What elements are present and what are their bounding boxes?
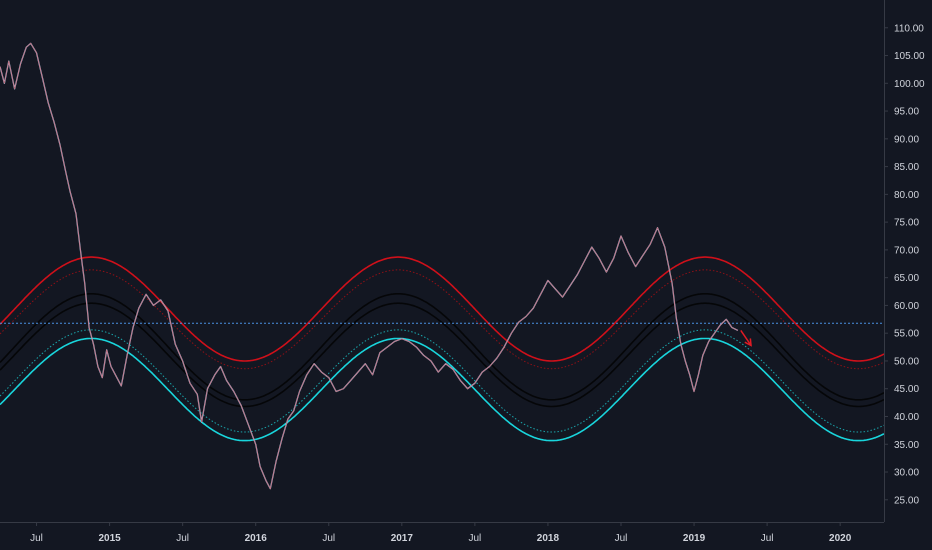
price-series [0,42,739,490]
arrow-shaft [740,329,752,346]
y-tick-label: 100.00 [894,79,925,90]
y-tick-label: 25.00 [894,495,919,506]
y-tick-label: 80.00 [894,190,919,201]
arrow-head [744,338,752,347]
y-tick-label: 90.00 [894,134,919,145]
y-tick-label: 30.00 [894,468,919,479]
y-tick-label: 105.00 [894,51,925,62]
y-tick-label: 60.00 [894,301,919,312]
y-tick-label: 40.00 [894,412,919,423]
y-tick-label: 85.00 [894,162,919,173]
cycle-band-line-4 [0,302,885,408]
x-tick-label: 2016 [245,533,268,544]
x-tick-label: Jul [30,533,43,544]
y-tick-label: 70.00 [894,245,919,256]
cycle-band-line-2 [0,269,885,370]
x-tick-label: 2015 [98,533,121,544]
x-tick-label: Jul [176,533,189,544]
projection-arrow [740,329,752,347]
y-axis[interactable]: 110.00 105.00 100.00 95.00 90.00 85.00 80.00 75… [884,23,925,506]
cycle-bands [0,256,885,442]
cycle-band-line-3 [0,293,885,401]
x-tick-label: 2020 [829,533,852,544]
x-tick-label: Jul [761,533,774,544]
y-tick-label: 50.00 [894,356,919,367]
y-tick-label: 110.00 [894,23,924,34]
y-tick-label: 65.00 [894,273,919,284]
x-axis[interactable]: Jul 2015 Jul 2016 Jul 2017 Jul 2018 Jul 2019 Jul 20… [30,522,852,544]
y-tick-label: 35.00 [894,440,919,451]
cycle-band-line-1 [0,256,885,362]
x-tick-label: Jul [615,533,628,544]
y-tick-label: 45.00 [894,384,919,395]
y-tick-label: 55.00 [894,329,919,340]
x-tick-label: Jul [468,533,481,544]
y-tick-label: 75.00 [894,218,919,229]
x-tick-label: 2019 [683,533,706,544]
x-tick-label: Jul [322,533,335,544]
x-tick-label: 2018 [537,533,560,544]
price-line-shadow [0,42,739,490]
cycle-band-line-6 [0,337,885,442]
y-tick-label: 95.00 [894,107,919,118]
x-tick-label: 2017 [391,533,414,544]
cycle-band-line-5 [0,329,885,433]
